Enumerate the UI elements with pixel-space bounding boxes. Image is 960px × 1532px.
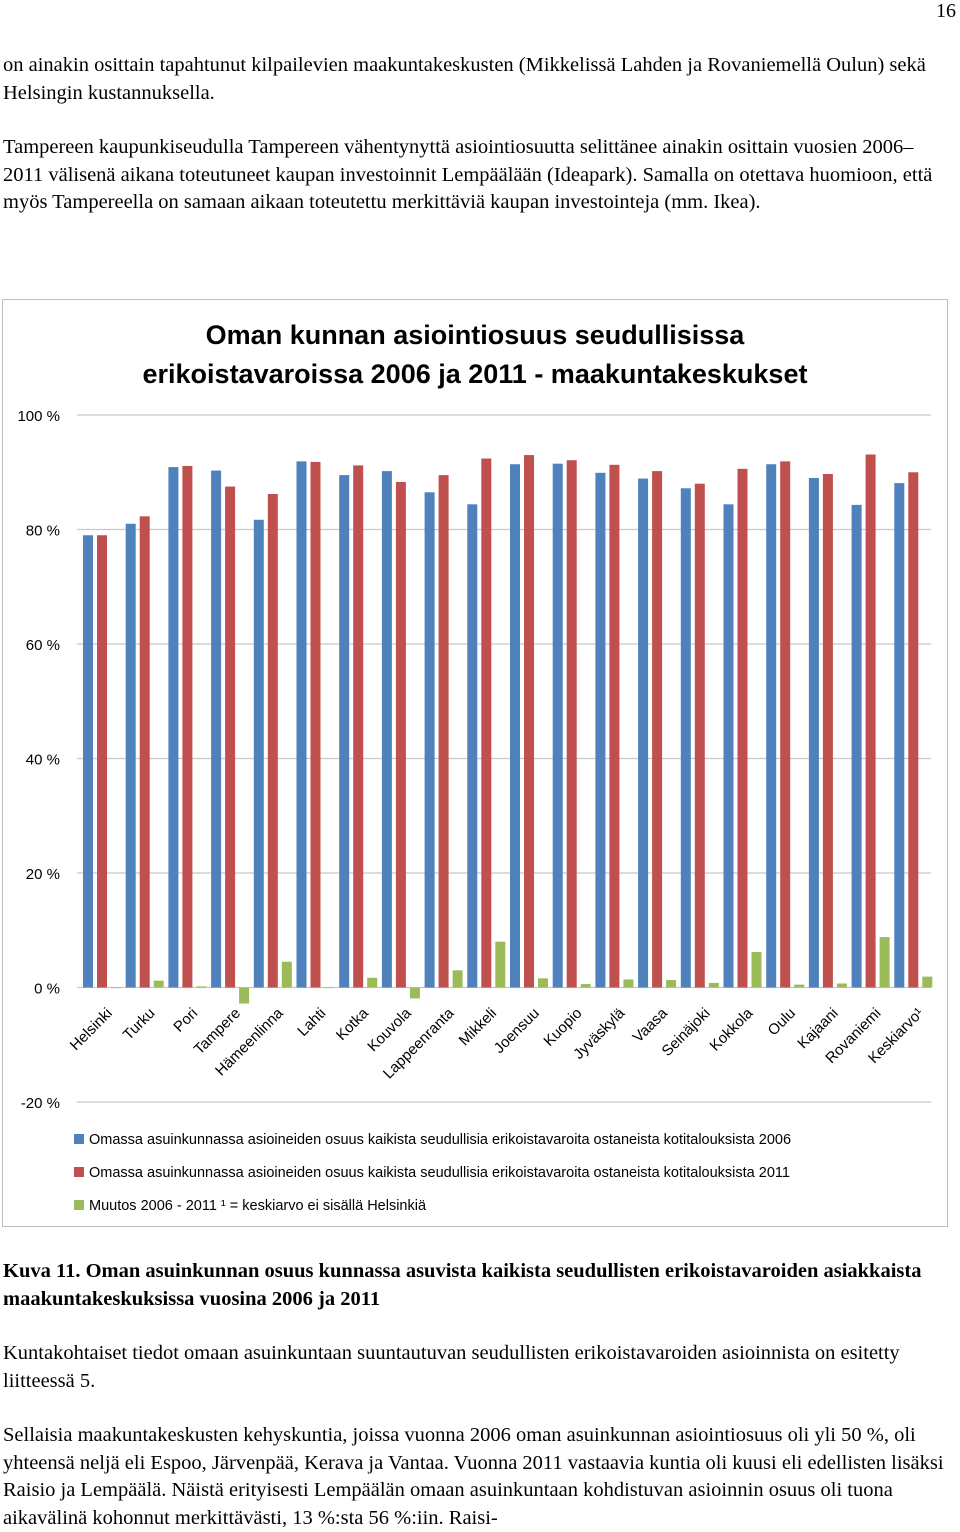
chart-frame: Oman kunnan asiointiosuus seudullisissa e… [2, 299, 948, 1227]
bar [196, 986, 207, 988]
bar [495, 941, 506, 988]
bar [908, 472, 919, 988]
bar [296, 461, 307, 988]
bar [524, 455, 534, 988]
y-tick-label: 100 % [17, 408, 60, 425]
bar [409, 987, 420, 999]
bar [395, 481, 406, 988]
x-tick-label: Turku [120, 1005, 159, 1044]
bar [652, 471, 663, 988]
y-tick-label: 80 % [26, 523, 60, 540]
bar [481, 458, 492, 988]
bar [666, 980, 677, 988]
bar [580, 984, 591, 988]
legend-label: Omassa asuinkunnassa asioineiden osuus k… [89, 1165, 790, 1181]
bar [822, 473, 833, 988]
x-tick-label: Lahti [294, 1005, 329, 1040]
bar [168, 467, 179, 988]
x-tick-label: Vaasa [630, 1004, 672, 1046]
paragraph-3: Kuntakohtaiset tiedot omaan asuinkuntaan… [3, 1342, 900, 1392]
bar [510, 464, 520, 988]
bar [211, 470, 222, 988]
bar [922, 976, 933, 988]
chart-title-line: erikoistavaroissa 2006 ja 2011 - maakunt… [143, 359, 808, 389]
bar [794, 984, 805, 988]
y-tick-label: 40 % [26, 752, 60, 769]
bar [367, 977, 378, 988]
bar [182, 465, 193, 988]
bar [623, 979, 634, 988]
page-number: 16 [936, 0, 956, 22]
legend-swatch [74, 1134, 84, 1144]
bar [225, 486, 236, 988]
bar [111, 987, 121, 989]
bar [424, 492, 435, 988]
chart-title-line: Oman kunnan asiointiosuus seudullisissa [206, 320, 746, 350]
bar [680, 488, 691, 988]
bar [353, 465, 364, 988]
legend-label: Muutos 2006 - 2011 ¹ = keskiarvo ei sisä… [89, 1198, 427, 1214]
x-tick-label: Pori [170, 1005, 201, 1036]
bar [609, 464, 620, 988]
bar [139, 516, 150, 988]
bar [253, 519, 264, 988]
bar [595, 472, 606, 988]
bar [438, 475, 449, 988]
bar [808, 477, 819, 988]
bar [780, 461, 791, 988]
bar [566, 460, 577, 988]
legend-label: Omassa asuinkunnassa asioineiden osuus k… [89, 1132, 791, 1148]
x-tick-label: Kokkola [707, 1004, 757, 1054]
paragraph-1: on ainakin osittain tapahtunut kilpailev… [3, 54, 926, 104]
bar [125, 523, 136, 988]
paragraph-4: Sellaisia maakuntakeskusten kehyskuntia,… [3, 1424, 944, 1529]
figure-caption: Kuva 11. Oman asuinkunnan osuus kunnassa… [3, 1260, 922, 1310]
bar [310, 461, 321, 988]
legend-swatch [74, 1167, 84, 1177]
bar [552, 463, 563, 988]
bar [836, 983, 847, 988]
bar [865, 454, 876, 988]
y-tick-label: 60 % [26, 637, 60, 654]
bar-chart: Oman kunnan asiointiosuus seudullisissa e… [17, 320, 933, 1214]
bar [153, 980, 164, 988]
x-tick-label: Helsinki [67, 1005, 116, 1054]
bar [638, 478, 649, 988]
bar [467, 504, 478, 988]
bar [851, 504, 862, 988]
bar [339, 475, 350, 988]
bar [766, 464, 777, 988]
paragraph-2: Tampereen kaupunkiseudulla Tampereen väh… [3, 136, 933, 213]
bar [97, 535, 107, 988]
bar [83, 535, 93, 988]
bar [281, 961, 292, 988]
bar [538, 978, 548, 988]
bar [737, 468, 748, 988]
bar [879, 937, 890, 988]
bar [708, 982, 719, 988]
bar [452, 970, 463, 988]
bar [381, 471, 392, 988]
y-tick-label: -20 % [21, 1095, 60, 1112]
x-tick-label: Joensuu [491, 1005, 543, 1057]
bar [239, 987, 250, 1004]
bar [894, 483, 905, 988]
x-tick-label: Kotka [333, 1004, 373, 1044]
x-tick-label: Oulu [765, 1005, 799, 1039]
bar [751, 952, 762, 988]
legend-swatch [74, 1200, 84, 1210]
y-tick-label: 0 % [34, 981, 60, 998]
bar [694, 483, 705, 988]
bar [324, 987, 335, 989]
bar [267, 494, 278, 988]
bar [723, 504, 734, 988]
y-tick-label: 20 % [26, 866, 60, 883]
